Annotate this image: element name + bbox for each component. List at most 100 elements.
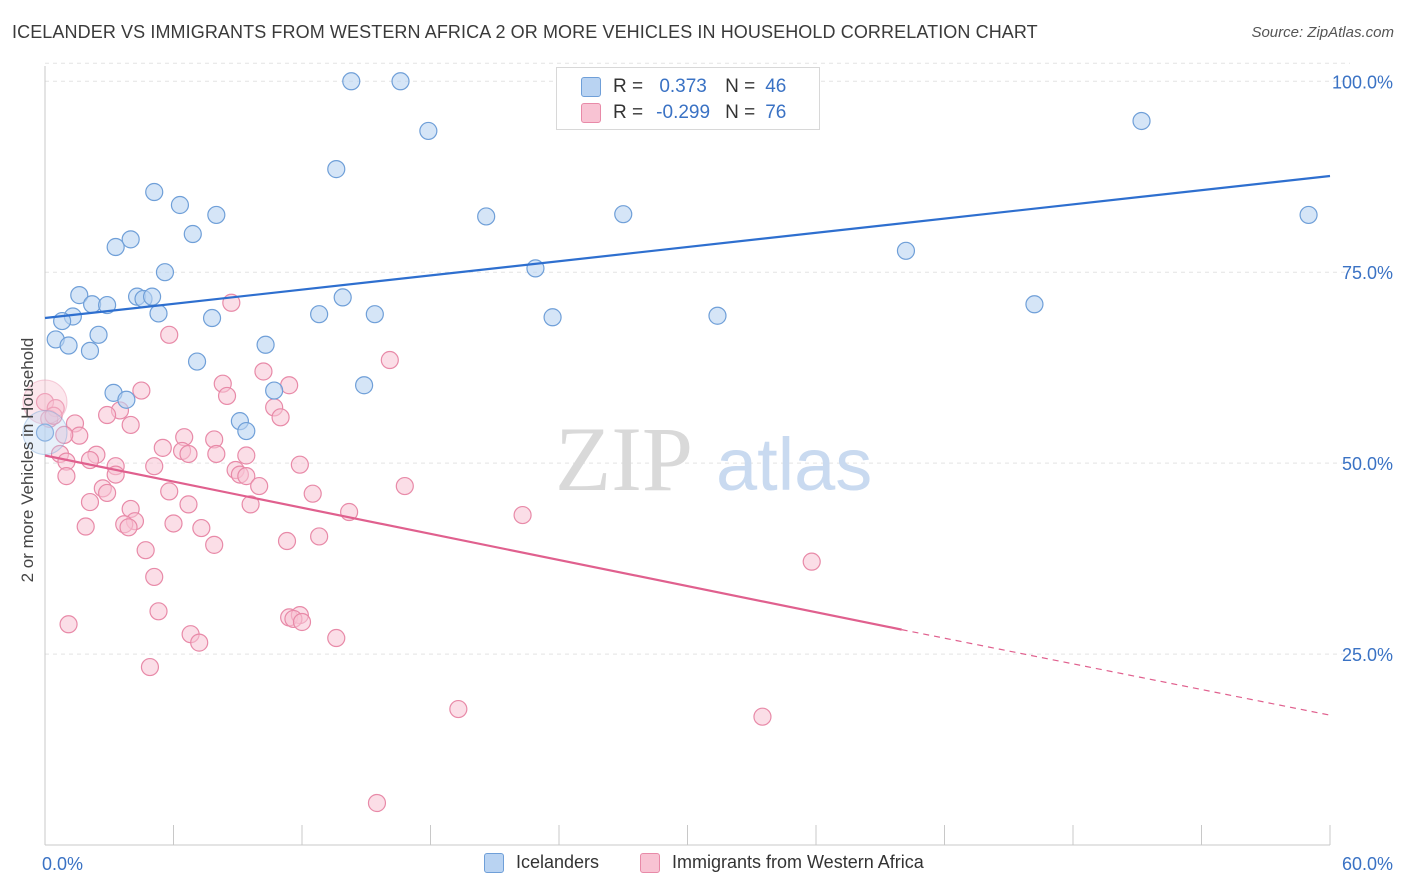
legend-label-western-africa: Immigrants from Western Africa [672, 852, 924, 872]
data-point-western-africa [55, 425, 74, 444]
chart-title: ICELANDER VS IMMIGRANTS FROM WESTERN AFR… [12, 22, 1038, 42]
y-tick-label: 100.0% [1332, 72, 1393, 92]
data-point-icelanders [310, 305, 329, 324]
r-label: R = [613, 102, 644, 123]
n-label: N = [725, 76, 756, 97]
trend-line-western-africa [44, 454, 902, 631]
data-point-icelanders-large [22, 410, 68, 456]
data-point-icelanders [333, 288, 352, 307]
data-point-western-africa [190, 633, 209, 652]
data-point-western-africa [59, 615, 78, 634]
data-point-western-africa [121, 415, 140, 435]
r-value: 0.373 [659, 76, 707, 97]
data-point-icelanders [614, 205, 633, 224]
data-point-icelanders [365, 305, 384, 324]
n-label: N = [725, 102, 756, 123]
data-point-icelanders [1299, 205, 1318, 225]
stats-box: R = 0.373 N = 46 R = -0.299 N = 76 [556, 67, 820, 130]
data-point-western-africa [145, 457, 164, 476]
data-point-icelanders [80, 341, 100, 360]
data-point-western-africa [153, 438, 172, 457]
watermark-atlas: atlas [716, 423, 872, 506]
data-point-western-africa [254, 362, 273, 381]
r-value: -0.299 [656, 102, 711, 123]
data-point-western-africa [149, 602, 168, 621]
western-africa-swatch [581, 103, 601, 123]
data-point-western-africa [513, 505, 532, 525]
data-point-western-africa [192, 518, 211, 538]
data-point-icelanders [59, 336, 78, 355]
data-point-western-africa [310, 527, 329, 546]
x-tick-label: 0.0% [42, 854, 83, 874]
legend-item-western-africa[interactable]: Immigrants from Western Africa [640, 852, 924, 873]
data-point-icelanders [237, 421, 256, 441]
gridlines [45, 62, 1350, 655]
data-point-icelanders [477, 207, 496, 226]
data-point-icelanders [256, 335, 275, 354]
y-tick-label: 75.0% [1342, 263, 1393, 283]
n-value: 46 [765, 76, 787, 97]
data-point-western-africa [98, 483, 117, 503]
data-point-western-africa [132, 381, 151, 400]
data-point-icelanders [117, 390, 136, 409]
data-point-western-africa [271, 408, 290, 427]
icelanders-legend-swatch [484, 852, 504, 873]
y-tick-label: 25.0% [1342, 645, 1393, 665]
data-point-icelanders [355, 376, 374, 395]
data-point-western-africa [241, 495, 260, 514]
data-point-western-africa [380, 350, 399, 370]
data-point-icelanders [187, 352, 207, 371]
data-point-icelanders [543, 308, 562, 327]
stats-row-western-africa: R = -0.299 N = 76 [581, 101, 786, 125]
data-point-icelanders [170, 195, 190, 215]
data-point-icelanders [98, 295, 117, 315]
legend-item-icelanders[interactable]: Icelanders [484, 852, 599, 873]
x-tick-label: 60.0% [1342, 854, 1393, 874]
data-point-icelanders [896, 241, 916, 260]
data-point-western-africa [140, 657, 160, 677]
data-point-icelanders [121, 230, 140, 249]
source-label: Source: ZipAtlas.com [1251, 24, 1394, 41]
data-point-western-africa [367, 793, 387, 813]
data-point-western-africa [753, 707, 772, 726]
legend-label-icelanders: Icelanders [516, 852, 600, 872]
data-point-western-africa [44, 406, 63, 425]
data-point-icelanders [145, 182, 164, 202]
data-point-icelanders [155, 263, 175, 282]
data-point-western-africa [237, 467, 256, 486]
data-point-western-africa [277, 531, 297, 551]
data-point-western-africa [395, 476, 414, 496]
data-point-western-africa [327, 628, 346, 648]
data-point-western-africa [250, 476, 269, 496]
data-point-western-africa [290, 455, 309, 474]
data-point-western-africa [179, 444, 198, 464]
data-point-icelanders [391, 72, 410, 91]
series-icelanders [22, 72, 1318, 456]
y-axis-label: 2 or more Vehicles in Household [18, 337, 37, 583]
legend: Icelanders Immigrants from Western Afric… [0, 852, 1406, 878]
data-point-icelanders [265, 381, 284, 400]
data-point-western-africa [292, 612, 312, 632]
data-point-icelanders [149, 304, 168, 323]
y-tick-label: 50.0% [1342, 454, 1393, 474]
watermark-zip: ZIP [555, 408, 693, 510]
data-point-icelanders [1025, 295, 1044, 314]
data-point-western-africa [57, 467, 76, 486]
western-africa-legend-swatch [640, 852, 660, 873]
data-point-western-africa [164, 514, 183, 533]
data-point-western-africa [205, 535, 224, 554]
watermark: ZIP atlas [555, 408, 872, 510]
stats-row-icelanders: R = 0.373 N = 46 [581, 75, 786, 99]
data-point-western-africa [160, 482, 179, 501]
data-point-western-africa [217, 386, 237, 406]
data-point-icelanders [327, 160, 346, 179]
trend-line-icelanders [44, 174, 1331, 320]
data-point-western-africa [76, 517, 95, 536]
data-point-icelanders [207, 205, 226, 225]
trend-lines [44, 174, 1331, 716]
data-point-icelanders [183, 224, 202, 244]
data-point-western-africa [119, 518, 138, 537]
data-point-western-africa [237, 446, 256, 465]
icelanders-swatch [581, 77, 601, 97]
